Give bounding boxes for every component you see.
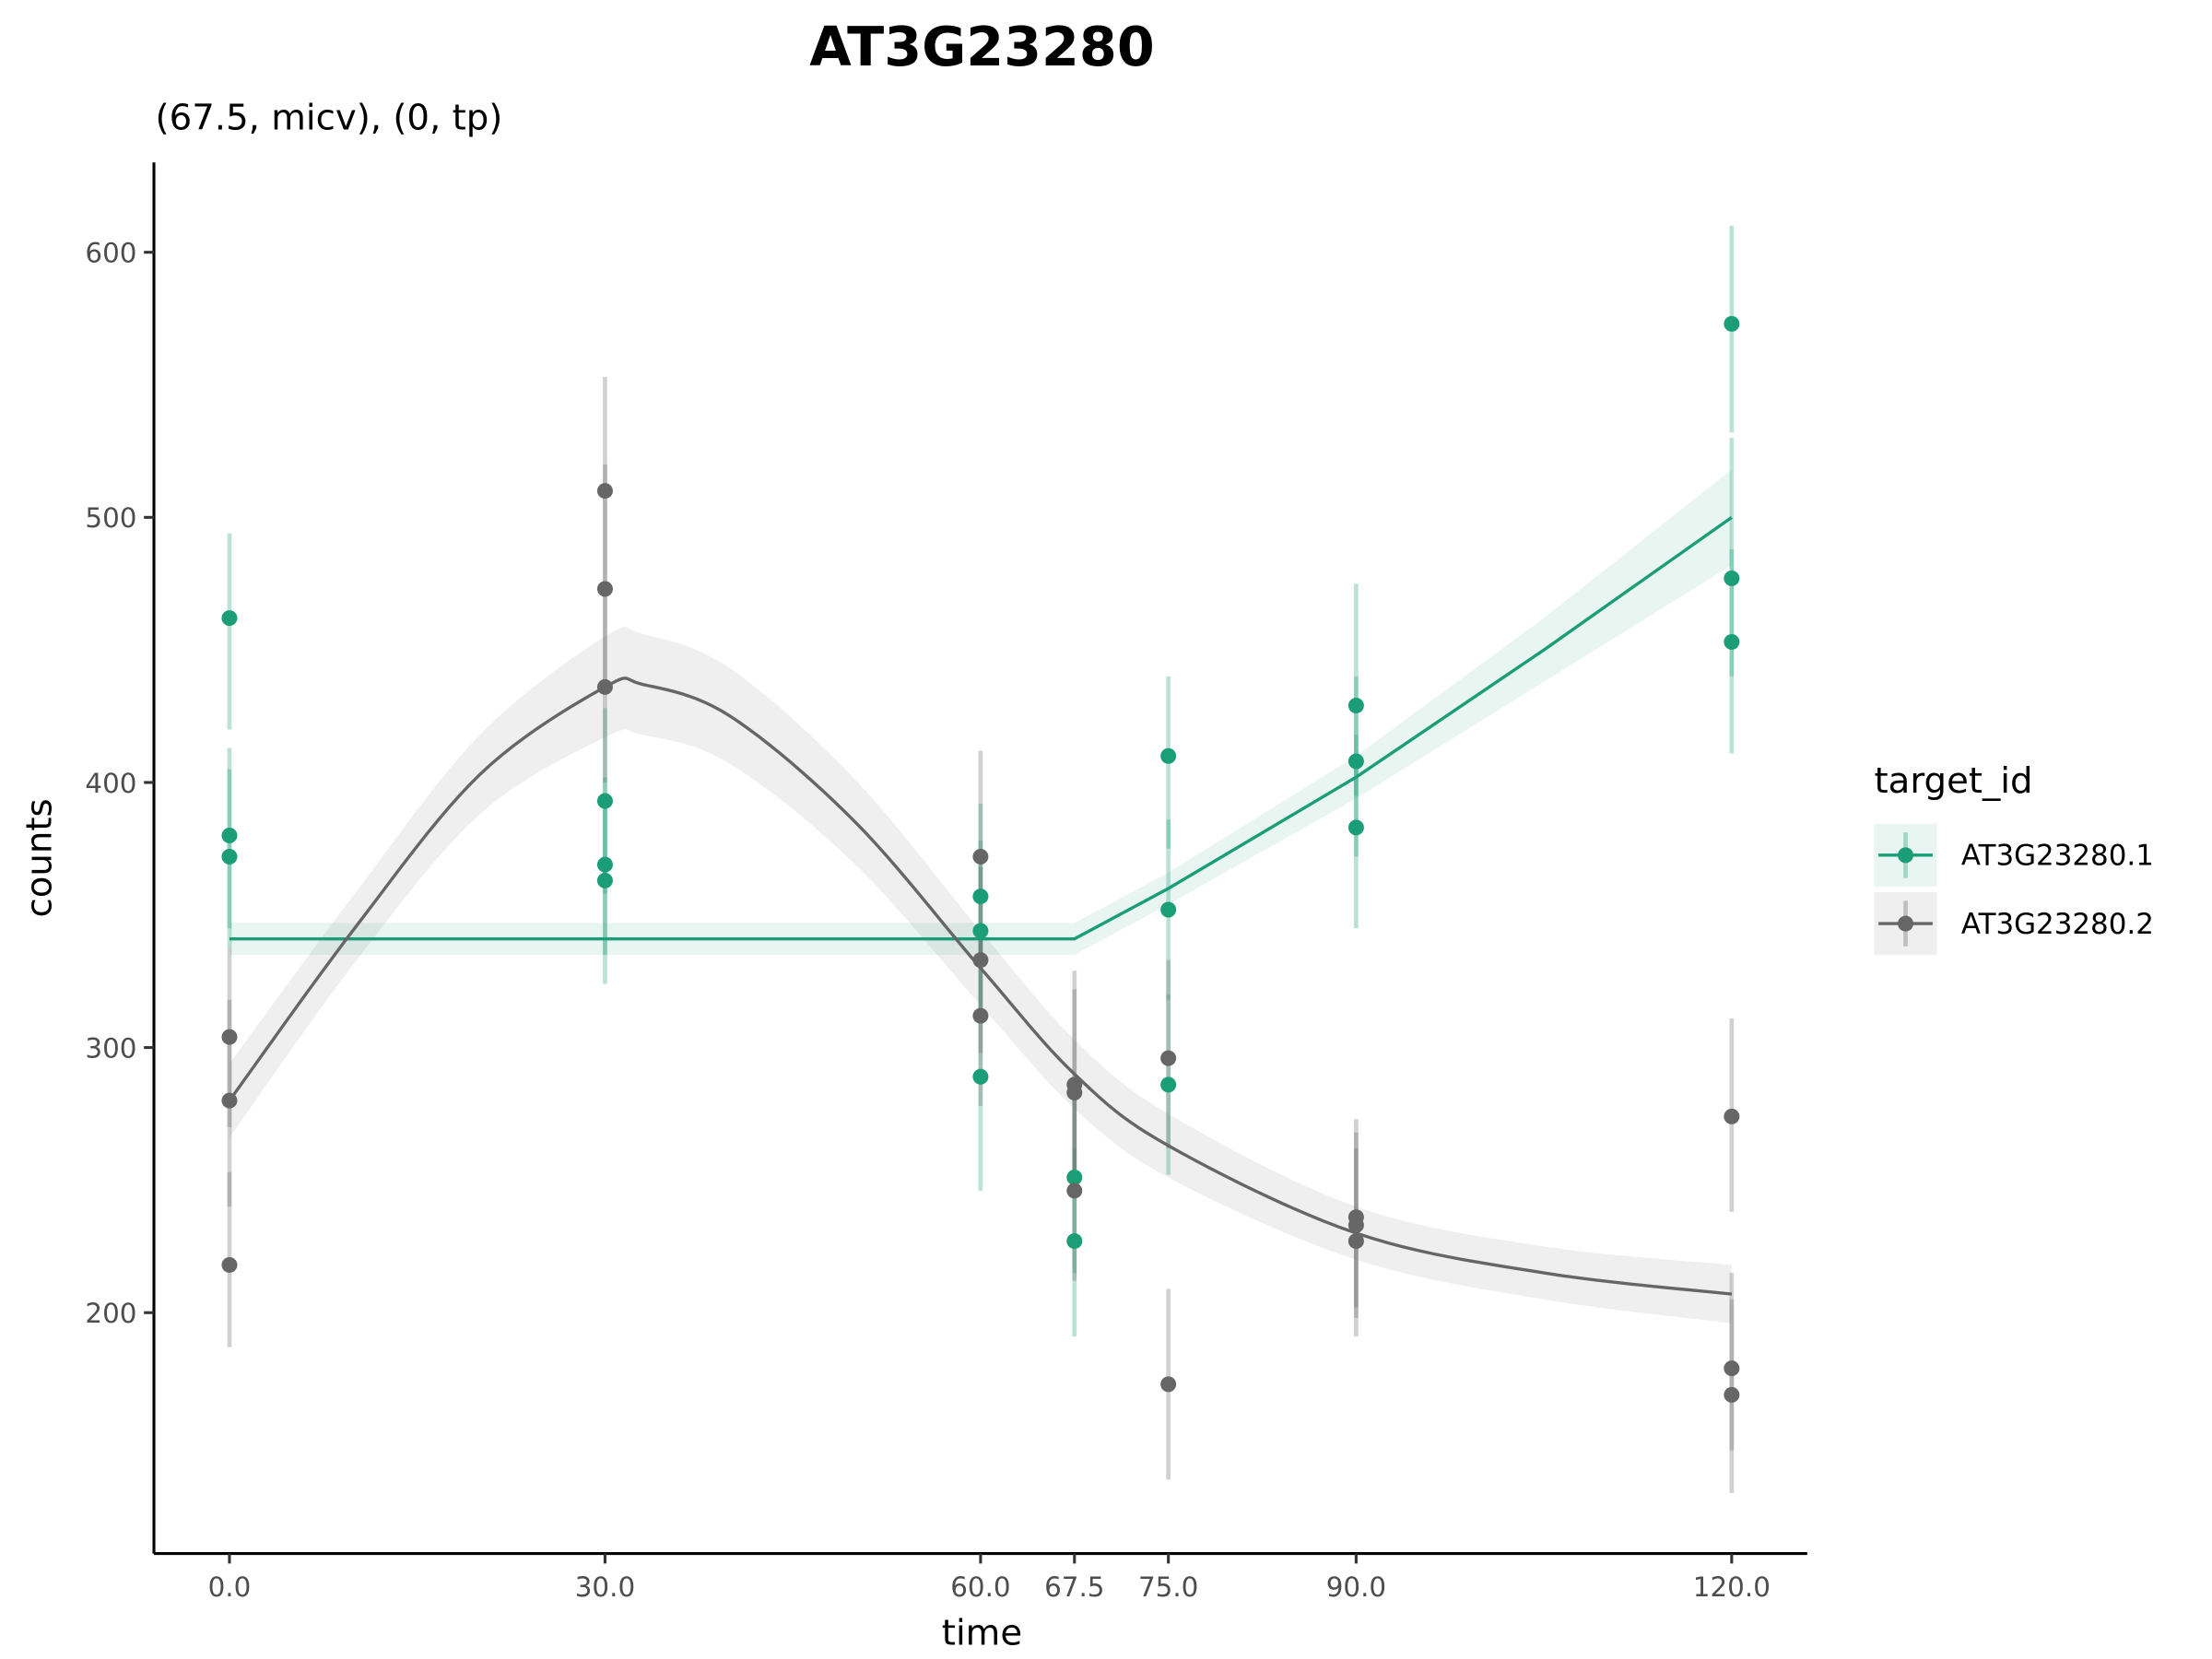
y-tick-label: 500: [85, 502, 136, 534]
data-point: [1066, 1233, 1083, 1250]
data-point: [1066, 1182, 1083, 1199]
data-point: [1160, 901, 1177, 918]
y-tick-label: 400: [85, 768, 136, 799]
data-point: [1160, 1077, 1177, 1093]
data-point: [972, 849, 989, 865]
data-point: [221, 610, 238, 627]
data-point: [1160, 1050, 1177, 1066]
fit-line: [228, 677, 1733, 1296]
data-point: [221, 1256, 238, 1273]
x-tick-label: 90.0: [1326, 1571, 1386, 1603]
legend-point-icon: [1898, 847, 1914, 864]
data-point: [1724, 315, 1740, 332]
data-point: [1724, 570, 1740, 586]
data-point: [596, 872, 613, 888]
data-point: [1347, 698, 1364, 714]
data-point: [221, 849, 238, 865]
data-point: [596, 856, 613, 873]
x-tick-label: 67.5: [1044, 1571, 1104, 1603]
confidence-band: [229, 627, 1732, 1324]
data-point: [972, 888, 989, 905]
data-point: [1347, 819, 1364, 836]
legend-label: AT3G23280.1: [1961, 840, 2154, 873]
data-point: [972, 952, 989, 969]
y-tick-label: 300: [85, 1032, 136, 1064]
data-point: [1347, 1233, 1364, 1250]
data-point: [221, 827, 238, 843]
data-point: [1724, 1360, 1740, 1377]
x-axis-label: time: [942, 1613, 1022, 1654]
x-tick-label: 60.0: [950, 1571, 1010, 1603]
data-point: [1066, 1170, 1083, 1186]
confidence-bands: [229, 469, 1732, 1324]
legend-label: AT3G23280.2: [1961, 908, 2154, 941]
data-point: [1724, 1108, 1740, 1124]
x-ticks: 0.0 30.0 60.0 67.5 75.0 90.0 120.0: [208, 1553, 1771, 1603]
data-point: [596, 581, 613, 597]
data-point: [1724, 1386, 1740, 1403]
confidence-band: [229, 469, 1732, 955]
chart-title: AT3G23280: [809, 15, 1154, 78]
data-points: [221, 315, 1740, 1403]
data-point: [1160, 747, 1177, 764]
data-point: [972, 1068, 989, 1085]
y-ticks: 200 300 400 500 600: [85, 238, 155, 1329]
data-point: [1066, 1084, 1083, 1100]
legend: target_id AT3G23280.1 AT3G23280.2: [1874, 760, 2154, 956]
x-tick-label: 75.0: [1138, 1571, 1198, 1603]
data-point: [972, 1007, 989, 1024]
data-point: [221, 1092, 238, 1109]
legend-title: target_id: [1875, 760, 2033, 802]
data-point: [596, 678, 613, 695]
data-point: [1160, 1376, 1177, 1393]
data-point: [1347, 1217, 1364, 1233]
chart-subtitle: (67.5, micv), (0, tp): [156, 98, 503, 139]
data-point: [972, 923, 989, 939]
data-point: [596, 793, 613, 809]
fit-lines: [228, 515, 1733, 1296]
y-tick-label: 200: [85, 1298, 136, 1329]
legend-point-icon: [1898, 915, 1914, 932]
x-tick-label: 120.0: [1693, 1571, 1771, 1603]
fit-line: [229, 515, 1733, 941]
y-axis-label: counts: [19, 798, 61, 917]
data-point: [1347, 753, 1364, 770]
x-tick-label: 30.0: [575, 1571, 635, 1603]
data-point: [596, 483, 613, 500]
data-point: [221, 1029, 238, 1045]
y-tick-label: 600: [85, 238, 136, 269]
x-tick-label: 0.0: [208, 1571, 252, 1603]
data-point: [1724, 634, 1740, 651]
